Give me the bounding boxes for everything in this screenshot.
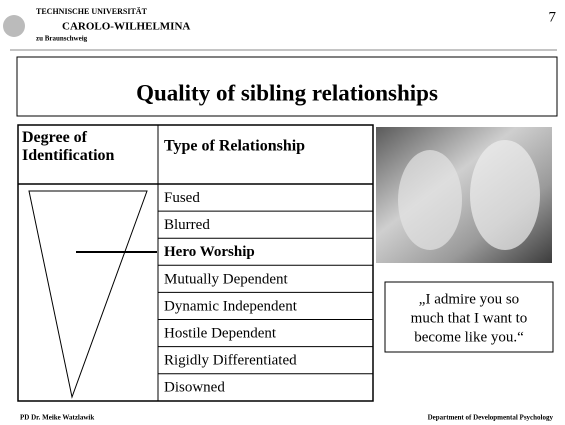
page-number: 7 — [549, 9, 557, 25]
table: Degree of Identification Type of Relatio… — [17, 124, 374, 402]
photo-figure — [470, 140, 540, 250]
footer-right: Department of Developmental Psychology — [428, 414, 554, 422]
footer-left: PD Dr. Meike Watzlawik — [20, 414, 94, 422]
header-cell: Degree of Identification — [22, 129, 115, 164]
header-text: Type of Relationship — [164, 138, 305, 155]
logo-line: CAROLO-WILHELMINA — [62, 21, 190, 33]
photo-figure — [398, 150, 462, 250]
row-label: Fused — [164, 190, 200, 206]
header-text: Degree of Identification — [22, 129, 115, 164]
row-label: Hostile Dependent — [164, 325, 277, 341]
identification-triangle — [28, 190, 148, 399]
quote-line: „I admire you so — [419, 291, 519, 307]
logo: TECHNISCHE UNIVERSITÄT CAROLO-WILHELMINA… — [3, 7, 190, 43]
row-label: Mutually Dependent — [164, 271, 289, 287]
row-label: Hero Worship — [164, 244, 255, 260]
logo-line: zu Braunschweig — [36, 35, 88, 43]
row-label: Disowned — [164, 380, 225, 396]
row-label: Rigidly Differentiated — [164, 353, 297, 369]
slide-title: Quality of sibling relationships — [136, 80, 438, 105]
quote-box — [384, 281, 554, 353]
quote-line: much that I want to — [411, 310, 528, 326]
table-border — [17, 124, 374, 402]
row-label: Blurred — [164, 217, 210, 233]
logo-emblem — [3, 15, 25, 37]
title-box — [16, 56, 558, 117]
quote-line: become like you.“ — [414, 329, 524, 345]
row-label: Dynamic Independent — [164, 298, 298, 314]
logo-line: TECHNISCHE UNIVERSITÄT — [36, 7, 148, 16]
